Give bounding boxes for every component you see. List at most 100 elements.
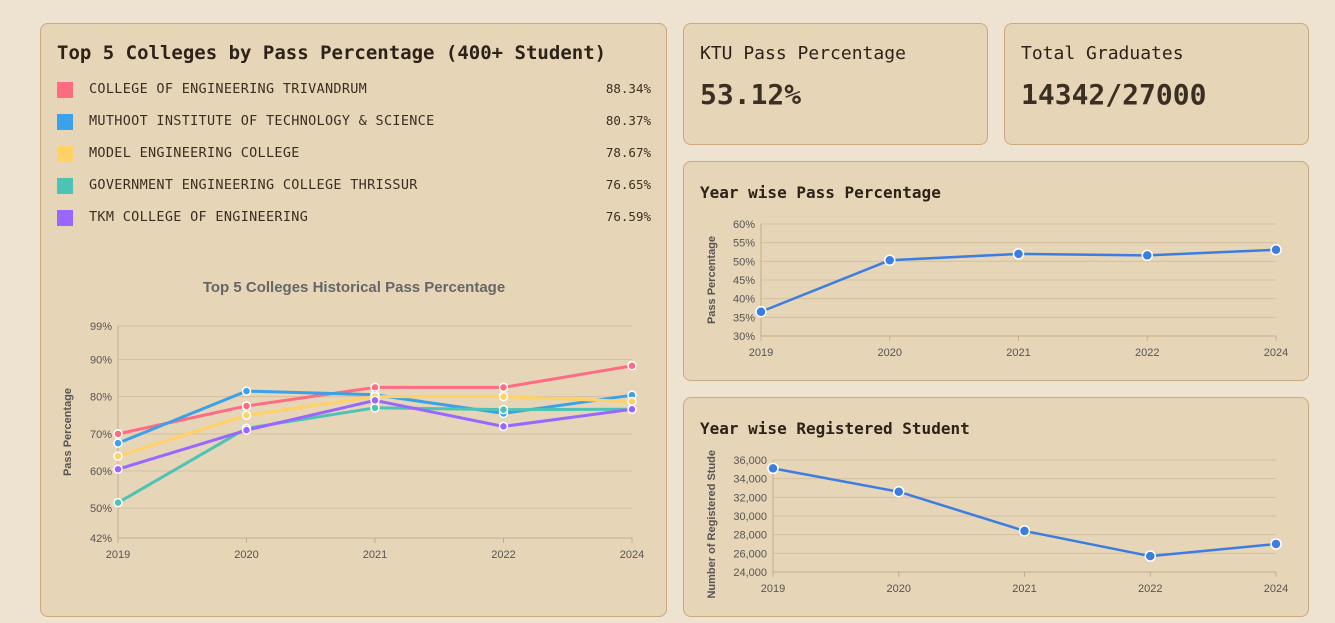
y-tick-label: 36,000	[733, 455, 767, 467]
year-pass-chart[interactable]: 30% 35% 40% 45% 50% 55% 60% 2019 2020 2021 2022 202…	[684, 214, 1308, 374]
data-point	[893, 485, 905, 498]
data-point	[498, 404, 509, 415]
college-pct: 88.34%	[605, 81, 651, 96]
y-tick-label: 99%	[90, 321, 112, 333]
data-point	[627, 361, 637, 371]
y-tick-label: 30,000	[733, 511, 767, 523]
college-name: MODEL ENGINEERING COLLEGE	[89, 145, 300, 161]
x-tick-label: 2019	[749, 347, 773, 359]
kpi-value: 14342/27000	[1021, 78, 1207, 111]
y-tick-label: 24,000	[733, 567, 767, 579]
ktu-pass-kpi-card: KTU Pass Percentage 53.12%	[683, 23, 988, 145]
y-tick-label: 45%	[733, 275, 755, 287]
historical-pass-chart[interactable]: Top 5 Colleges Historical Pass Percentag…	[41, 246, 666, 586]
college-name: GOVERNMENT ENGINEERING COLLEGE THRISSUR	[89, 177, 418, 193]
y-tick-label: 32,000	[733, 492, 767, 504]
y-tick-label: 55%	[733, 238, 755, 250]
y-axis-label: Pass Percentage	[706, 236, 718, 324]
y-tick-label: 34,000	[733, 474, 767, 486]
data-point	[1012, 248, 1025, 260]
y-tick-label: 50%	[733, 256, 755, 268]
data-point	[113, 429, 123, 439]
y-tick-label: 40%	[733, 294, 755, 306]
college-pct: 78.67%	[605, 145, 651, 160]
data-point	[755, 305, 767, 318]
legend-swatch	[57, 82, 73, 98]
data-point	[113, 438, 123, 448]
data-point	[498, 391, 509, 402]
kpi-label: KTU Pass Percentage	[700, 43, 906, 64]
data-point	[498, 382, 509, 393]
data-point	[1141, 249, 1153, 262]
x-tick-label: 2022	[491, 549, 515, 561]
year-registered-title: Year wise Registered Student	[700, 419, 970, 438]
y-tick-label: 42%	[90, 533, 112, 545]
college-name: COLLEGE OF ENGINEERING TRIVANDRUM	[89, 81, 368, 97]
x-tick-label: 2020	[887, 583, 911, 595]
x-tick-label: 2022	[1135, 347, 1159, 359]
year-registered-card: Year wise Registered Student 24,000 26,00…	[683, 397, 1309, 617]
data-point	[884, 254, 896, 266]
top5-colleges-card: Top 5 Colleges by Pass Percentage (400+ …	[40, 23, 667, 617]
x-tick-label: 2022	[1138, 583, 1162, 595]
college-row[interactable]: MODEL ENGINEERING COLLEGE 78.67%	[57, 144, 651, 164]
data-point	[241, 386, 252, 396]
data-point	[1144, 550, 1156, 562]
college-row[interactable]: COLLEGE OF ENGINEERING TRIVANDRUM 88.34%	[57, 80, 651, 100]
college-row[interactable]: GOVERNMENT ENGINEERING COLLEGE THRISSUR …	[57, 176, 651, 196]
data-point	[113, 464, 123, 474]
college-name: TKM COLLEGE OF ENGINEERING	[89, 209, 309, 225]
x-tick-label: 2020	[234, 549, 258, 561]
college-row[interactable]: MUTHOOT INSTITUTE OF TECHNOLOGY & SCIENC…	[57, 112, 651, 132]
y-tick-label: 35%	[733, 312, 755, 324]
legend-swatch	[57, 146, 73, 162]
college-pct: 76.59%	[605, 209, 651, 224]
x-tick-label: 2021	[363, 549, 387, 561]
y-tick-label: 70%	[90, 429, 112, 441]
x-tick-label: 2021	[1012, 583, 1036, 595]
x-tick-label: 2024	[1264, 347, 1288, 359]
data-point	[113, 451, 123, 461]
data-point	[1270, 244, 1282, 256]
data-point	[241, 410, 252, 421]
y-tick-label: 60%	[90, 466, 112, 478]
data-point	[1018, 525, 1031, 537]
college-row[interactable]: TKM COLLEGE OF ENGINEERING 76.59%	[57, 208, 651, 228]
kpi-value: 53.12%	[700, 78, 802, 111]
legend-swatch	[57, 114, 73, 130]
x-tick-label: 2020	[878, 347, 902, 359]
data-point	[113, 497, 123, 508]
x-tick-label: 2021	[1006, 347, 1030, 359]
year-pass-card: Year wise Pass Percentage 30% 35% 40% 45% 50…	[683, 161, 1309, 381]
y-tick-label: 60%	[733, 219, 755, 231]
data-point	[627, 404, 637, 415]
y-tick-label: 28,000	[733, 530, 767, 542]
y-axis-label: Pass Percentage	[62, 388, 74, 476]
y-tick-label: 30%	[733, 331, 755, 343]
y-axis-label: Number of Registered Students	[706, 450, 718, 599]
kpi-label: Total Graduates	[1021, 43, 1184, 64]
college-name: MUTHOOT INSTITUTE OF TECHNOLOGY & SCIENC…	[89, 113, 435, 129]
chart-title: Top 5 Colleges Historical Pass Percentag…	[203, 279, 505, 296]
year-registered-chart[interactable]: 24,000 26,000 28,000 30,000 32,000 34,000 36,0…	[684, 450, 1308, 610]
series-line	[117, 406, 633, 504]
data-point	[498, 421, 509, 432]
data-point	[241, 401, 252, 411]
x-tick-label: 2024	[1264, 583, 1288, 595]
x-tick-label: 2019	[761, 583, 785, 595]
x-tick-label: 2024	[620, 549, 644, 561]
x-tick-label: 2019	[106, 549, 130, 561]
legend-swatch	[57, 178, 73, 194]
data-point	[241, 425, 252, 435]
y-tick-label: 26,000	[733, 548, 767, 560]
y-tick-label: 80%	[90, 392, 112, 404]
data-point	[1270, 538, 1282, 550]
data-point	[627, 396, 637, 407]
y-tick-label: 90%	[90, 354, 112, 366]
legend-swatch	[57, 210, 73, 226]
year-pass-title: Year wise Pass Percentage	[700, 183, 941, 202]
data-point	[370, 395, 380, 406]
total-graduates-kpi-card: Total Graduates 14342/27000	[1004, 23, 1309, 145]
college-pct: 76.65%	[605, 177, 651, 192]
series-line	[772, 467, 1277, 558]
